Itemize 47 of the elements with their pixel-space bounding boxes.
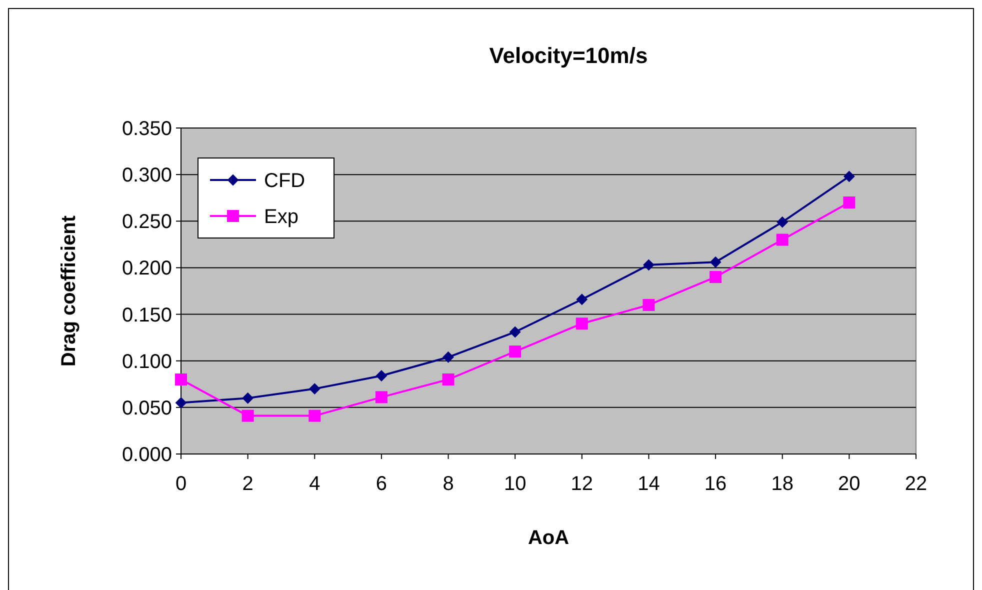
x-tick-label: 10 bbox=[504, 473, 526, 495]
y-tick-label: 0.000 bbox=[122, 444, 172, 466]
point bbox=[576, 294, 588, 305]
y-tick-label: 0.250 bbox=[122, 211, 172, 234]
y-tick-label: 0.150 bbox=[122, 304, 172, 326]
y-tick-label: 0.050 bbox=[122, 397, 172, 420]
point bbox=[242, 410, 254, 422]
point bbox=[442, 373, 454, 386]
x-tick-label: 20 bbox=[838, 473, 860, 495]
y-tick-label: 0.100 bbox=[122, 350, 172, 373]
point bbox=[309, 383, 320, 394]
point bbox=[308, 410, 321, 422]
x-tick-label: 16 bbox=[704, 473, 727, 495]
point bbox=[510, 326, 521, 338]
x-tick-label: 0 bbox=[175, 473, 187, 495]
point bbox=[710, 256, 722, 268]
x-tick-label: 6 bbox=[376, 473, 388, 495]
x-tick-label: 18 bbox=[771, 473, 794, 495]
x-tick-label: 12 bbox=[570, 473, 594, 495]
point bbox=[242, 392, 254, 404]
y-tick-label: 0.200 bbox=[122, 258, 172, 280]
y-tick-label: 0.350 bbox=[122, 118, 172, 140]
point bbox=[776, 234, 788, 246]
y-axis-title: Drag coefficient bbox=[58, 215, 80, 367]
point bbox=[844, 170, 855, 182]
x-tick-label: 22 bbox=[904, 473, 928, 495]
point bbox=[375, 391, 388, 404]
point bbox=[643, 259, 654, 270]
point bbox=[176, 397, 186, 408]
point bbox=[509, 346, 522, 358]
x-tick-label: 14 bbox=[638, 473, 660, 495]
legend-label: CFD bbox=[264, 170, 306, 192]
point bbox=[576, 318, 588, 330]
point bbox=[843, 196, 856, 209]
chart-title: Velocity=10m/s bbox=[489, 43, 648, 68]
x-tick-label: 4 bbox=[309, 473, 320, 495]
x-tick-label: 8 bbox=[442, 473, 454, 495]
point bbox=[175, 373, 187, 386]
point bbox=[376, 370, 387, 382]
legend-label: Exp bbox=[264, 206, 298, 228]
x-tick-label: 2 bbox=[242, 473, 254, 495]
point bbox=[442, 352, 454, 363]
point bbox=[710, 271, 722, 284]
point bbox=[642, 298, 655, 311]
y-tick-label: 0.300 bbox=[122, 164, 172, 187]
x-axis-title: AoA bbox=[528, 527, 570, 549]
point bbox=[776, 216, 788, 228]
